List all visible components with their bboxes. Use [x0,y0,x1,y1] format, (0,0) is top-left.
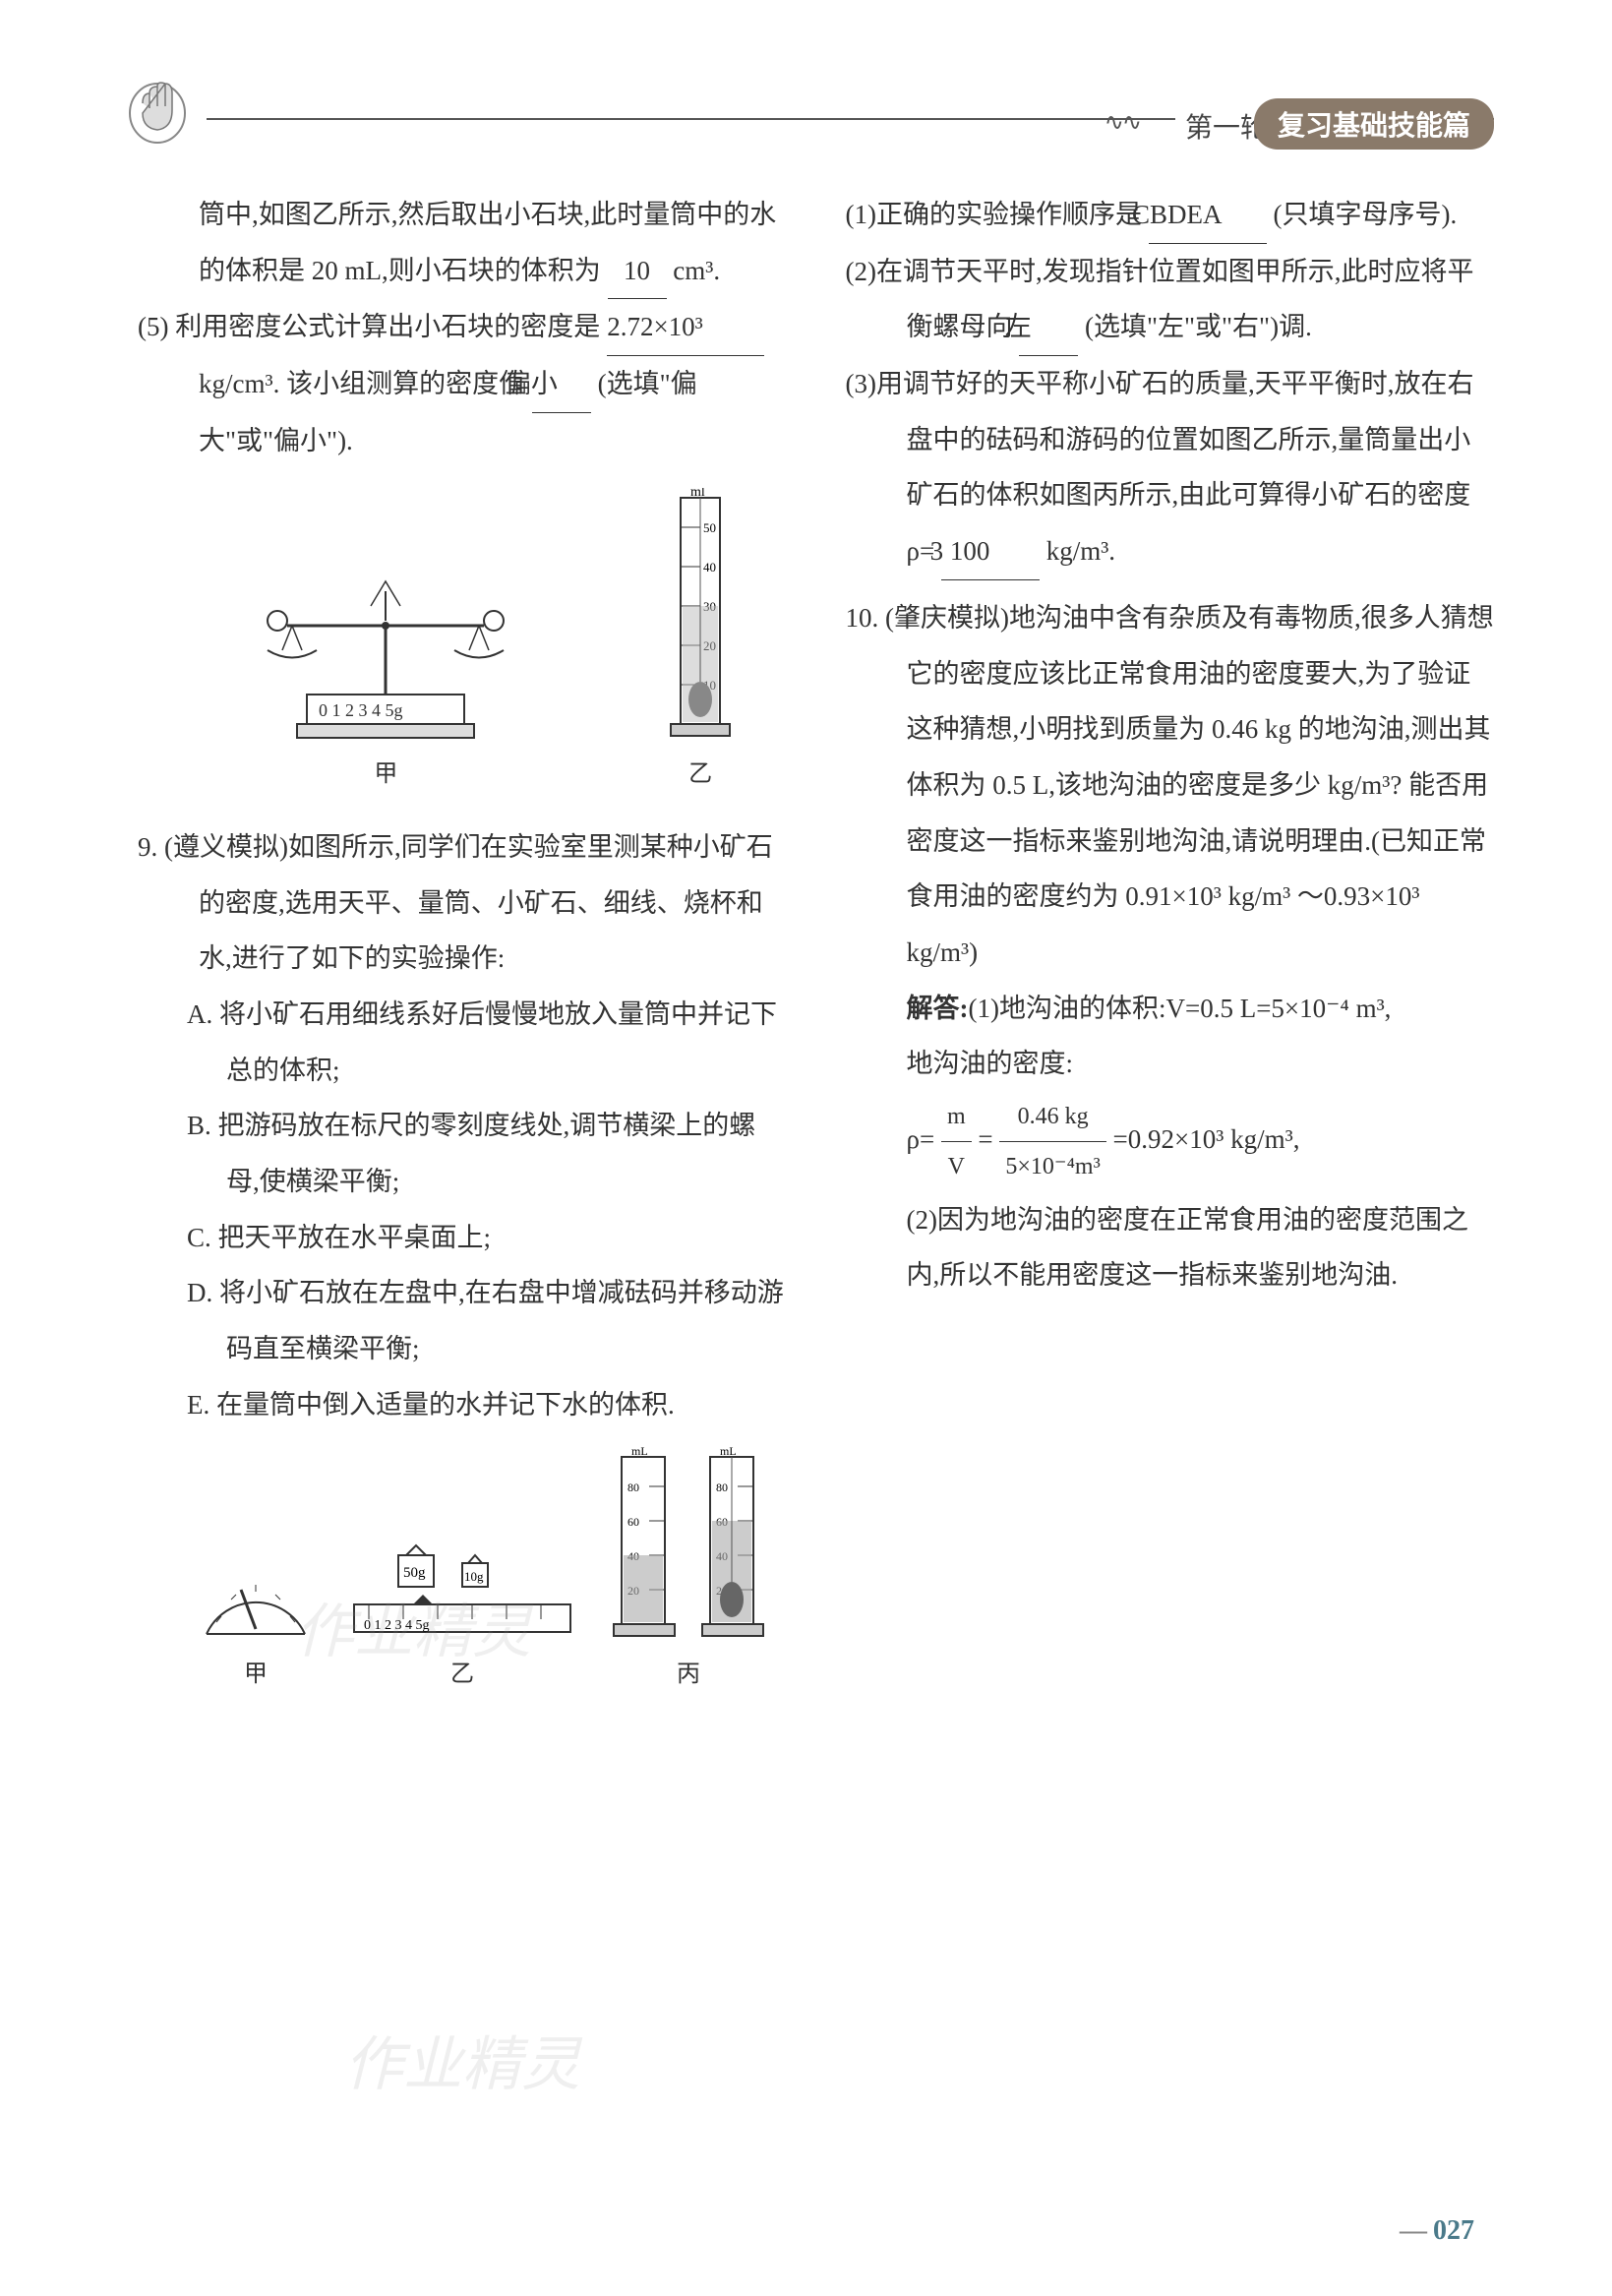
option-D: D. 将小矿石放在左盘中,在右盘中增减砝码并移动游码直至横梁平衡; [138,1265,787,1376]
answer-blank: 2.72×10³ [607,299,764,356]
left-column: 筒中,如图乙所示,然后取出小石块,此时量筒中的水的体积是 20 mL,则小石块的… [138,187,787,1710]
denominator: 5×10⁻⁴m³ [999,1142,1105,1191]
denominator: V [941,1142,972,1191]
page-header: ∿∿ 第一轮 复习基础技能篇 [138,79,1494,157]
figure-label: 乙 [688,750,712,799]
text: 利用密度公式计算出小石块的密度是 [175,312,600,341]
svg-text:50: 50 [703,520,716,535]
q9-part-2: (2)在调节天平时,发现指针位置如图甲所示,此时应将平衡螺母向 左 (选填"左"… [846,244,1495,356]
text: cm³. [673,256,720,285]
answer-blank: 10 [608,243,667,300]
text: kg/m³. [1046,536,1115,566]
question-9: 9. (遵义模拟)如图所示,同学们在实验室里测某种小矿石的密度,选用天平、量筒、… [138,819,787,987]
q-source: (遵义模拟) [164,832,288,862]
svg-text:0 1 2 3 4 5g: 0 1 2 3 4 5g [364,1618,430,1633]
text: =0.92×10³ kg/m³, [1113,1124,1300,1154]
header-badge: 复习基础技能篇 [1254,98,1494,150]
numerator: 0.46 kg [999,1092,1105,1142]
text: (只填字母序号). [1273,200,1457,229]
text: kg/cm³. 该小组测算的密度值 [199,369,525,398]
svg-text:mL: mL [720,1447,737,1458]
svg-text:80: 80 [627,1480,639,1494]
answer-label: 解答: [907,994,969,1023]
fraction: 0.46 kg 5×10⁻⁴m³ [999,1092,1105,1192]
graduated-cylinder-icon: ml 50 40 30 20 10 [666,488,735,744]
text: 正确的实验操作顺序是 [876,200,1142,229]
fraction: m V [941,1092,972,1192]
weights-ruler-icon: 50g 10g 0 1 2 3 4 5g [344,1536,580,1644]
answer-line: 地沟油的密度: [846,1036,1495,1092]
label: (5) [138,312,168,341]
svg-text:80: 80 [716,1480,728,1494]
double-cylinder-figure: mL 80 60 40 20 mL 80 60 [610,1447,767,1699]
content-columns: 筒中,如图乙所示,然后取出小石块,此时量筒中的水的体积是 20 mL,则小石块的… [138,187,1494,1710]
balance-figure: 0 1 2 3 4 5g 甲 [248,567,523,799]
text: (选填"左"或"右")调. [1085,312,1312,341]
q-number: 9. [138,832,157,862]
answer-blank: CBDEA [1149,187,1267,244]
page-number-value: 027 [1433,2215,1474,2246]
dash-icon: — [1400,2215,1427,2246]
q9-part-1: (1)正确的实验操作顺序是 CBDEA (只填字母序号). [846,187,1495,244]
header-zigzag: ∿∿ [1105,108,1140,137]
text: 地沟油中含有杂质及有毒物质,很多人猜想它的密度应该比正常食用油的密度要大,为了验… [907,603,1494,967]
numerator: m [941,1092,972,1142]
figure-row-2: 甲 50g 10g 0 1 2 3 4 5g [197,1447,787,1699]
text: (1)地沟油的体积:V=0.5 L=5×10⁻⁴ m³, [969,994,1392,1023]
right-column: (1)正确的实验操作顺序是 CBDEA (只填字母序号). (2)在调节天平时,… [846,187,1495,1710]
svg-text:40: 40 [703,560,716,574]
gauge-icon [197,1545,315,1644]
figure-label: 甲 [374,750,397,799]
figure-label: 甲 [244,1650,268,1699]
figure-label: 丙 [677,1650,700,1699]
text: ρ= [907,1124,935,1154]
q-number: 10. [846,603,879,633]
option-B: B. 把游码放在标尺的零刻度线处,调节横梁上的螺母,使横梁平衡; [138,1098,787,1209]
answer-block: 解答:(1)地沟油的体积:V=0.5 L=5×10⁻⁴ m³, [846,981,1495,1037]
question-10: 10. (肇庆模拟)地沟油中含有杂质及有毒物质,很多人猜想它的密度应该比正常食用… [846,590,1495,981]
svg-text:60: 60 [627,1515,639,1529]
page: ∿∿ 第一轮 复习基础技能篇 筒中,如图乙所示,然后取出小石块,此时量筒中的水的… [0,0,1612,2296]
svg-text:0 1 2 3 4 5g: 0 1 2 3 4 5g [319,700,403,720]
svg-text:ml: ml [690,488,705,500]
equation-line: ρ= m V = 0.46 kg 5×10⁻⁴m³ =0.92×10³ kg/m… [846,1092,1495,1192]
answer-blank: 左 [1019,299,1078,356]
label: (3) [846,369,876,398]
label: (2) [846,257,876,286]
option-C: C. 把天平放在水平桌面上; [138,1210,787,1266]
svg-text:50g: 50g [403,1565,426,1581]
q9-part-3: (3)用调节好的天平称小矿石的质量,天平平衡时,放在右盘中的砝码和游码的位置如图… [846,356,1495,580]
text: = [978,1124,992,1154]
svg-text:10g: 10g [464,1569,484,1584]
answer-line: (2)因为地沟油的密度在正常食用油的密度范围之内,所以不能用密度这一指标来鉴别地… [846,1192,1495,1303]
watermark: 作业精灵 [344,2017,580,2102]
cylinder-figure: ml 50 40 30 20 10 乙 [666,488,735,799]
answer-blank: 3 100 [941,523,1040,580]
label: (1) [846,200,876,229]
svg-text:mL: mL [631,1447,648,1458]
figure-label: 乙 [450,1650,474,1699]
cylinder-left-icon: mL 80 60 40 20 [610,1447,679,1644]
balance-scale-icon: 0 1 2 3 4 5g [248,567,523,744]
option-E: E. 在量筒中倒入适量的水并记下水的体积. [138,1377,787,1433]
answer-blank: 偏小 [532,356,591,413]
weights-ruler-figure: 50g 10g 0 1 2 3 4 5g 乙 [344,1536,580,1699]
gauge-figure: 甲 [197,1545,315,1699]
q-source: (肇庆模拟) [885,603,1009,633]
figure-row-1: 0 1 2 3 4 5g 甲 ml 50 40 30 [197,488,787,799]
q-part-5: (5) 利用密度公式计算出小石块的密度是 2.72×10³ kg/cm³. 该小… [138,299,787,468]
cylinder-pair: mL 80 60 40 20 mL 80 60 [610,1447,767,1644]
q-continuation: 筒中,如图乙所示,然后取出小石块,此时量筒中的水的体积是 20 mL,则小石块的… [138,187,787,299]
cylinder-right-icon: mL 80 60 40 20 [698,1447,767,1644]
fist-icon [118,69,197,148]
option-A: A. 将小矿石用细线系好后慢慢地放入量筒中并记下总的体积; [138,987,787,1098]
page-number: —027 [1400,2215,1474,2247]
